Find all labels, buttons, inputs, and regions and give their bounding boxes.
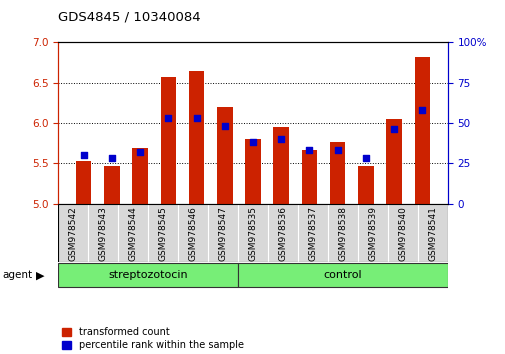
Text: GSM978540: GSM978540 [397,206,407,261]
Text: GSM978541: GSM978541 [427,206,436,261]
Text: GSM978545: GSM978545 [158,206,167,261]
Bar [58,263,237,287]
Text: GSM978544: GSM978544 [128,206,137,261]
Text: control: control [323,270,362,280]
Text: GSM978547: GSM978547 [218,206,227,261]
Point [248,139,257,145]
Point [220,124,228,129]
Bar [217,107,232,204]
Text: GSM978546: GSM978546 [188,206,197,261]
Point [389,127,397,132]
Text: GSM978535: GSM978535 [248,206,257,262]
Text: GSM978543: GSM978543 [98,206,108,261]
Bar [132,148,147,204]
Text: agent: agent [3,270,33,280]
Bar [104,166,119,204]
Text: GSM978539: GSM978539 [368,206,377,262]
Text: GSM978537: GSM978537 [308,206,317,262]
Bar [358,166,373,204]
Bar [237,263,447,287]
Bar [273,127,288,204]
Bar [245,139,260,204]
Bar [160,77,176,204]
Point [361,156,369,161]
Point [305,148,313,153]
Text: GSM978536: GSM978536 [278,206,287,262]
Bar [76,161,91,204]
Point [333,148,341,153]
Text: ▶: ▶ [36,270,45,280]
Bar [188,71,204,204]
Text: streptozotocin: streptozotocin [108,270,187,280]
Point [79,152,87,158]
Point [108,156,116,161]
Text: GSM978538: GSM978538 [338,206,347,262]
Bar [414,57,429,204]
Point [277,136,285,142]
Point [136,149,144,155]
Text: GSM978542: GSM978542 [69,206,78,261]
Text: GDS4845 / 10340084: GDS4845 / 10340084 [58,11,200,24]
Legend: transformed count, percentile rank within the sample: transformed count, percentile rank withi… [58,323,247,354]
Point [418,107,426,113]
Bar [386,119,401,204]
Bar [329,142,345,204]
Point [164,115,172,121]
Point [192,115,200,121]
Bar [301,150,317,204]
